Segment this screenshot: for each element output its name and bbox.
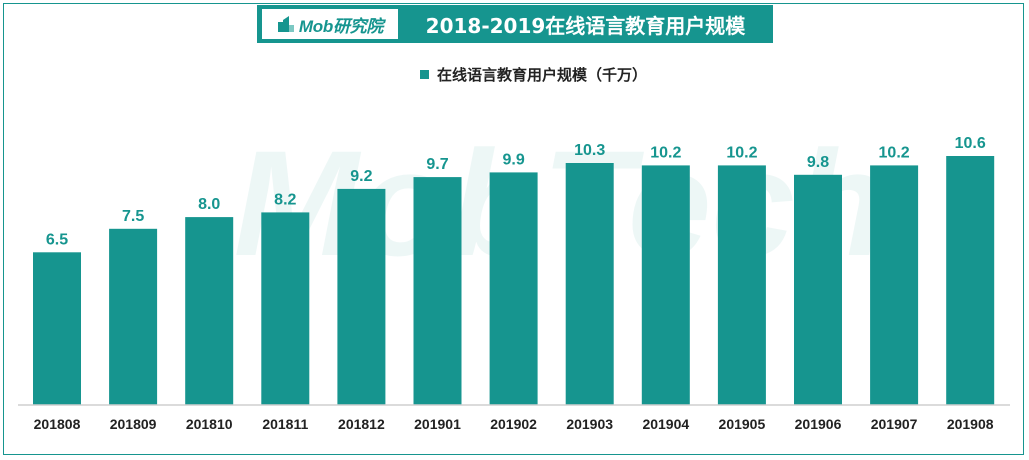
category-labels-group: 201808 201809 201810 201811 201812 201901 2019… <box>34 416 994 432</box>
value-label-201902: 9.9 <box>502 151 524 168</box>
value-label-201907: 10.2 <box>879 144 910 161</box>
value-label-201905: 10.2 <box>726 144 757 161</box>
category-label-201903: 201903 <box>566 416 613 432</box>
category-label-201811: 201811 <box>262 416 308 432</box>
legend-label: 在线语言教育用户规模（千万） <box>437 65 648 84</box>
mob-logo: Mob研究院 <box>262 9 398 39</box>
value-label-201809: 7.5 <box>122 208 144 225</box>
value-label-201811: 8.2 <box>274 191 296 208</box>
value-label-201906: 9.8 <box>807 154 829 171</box>
value-label-201908: 10.6 <box>955 135 986 152</box>
value-label-201903: 10.3 <box>574 142 605 159</box>
title-bar: Mob研究院 2018-2019在线语言教育用户规模 <box>257 5 773 43</box>
category-label-201902: 201902 <box>490 416 537 432</box>
mob-logo-icon <box>277 16 294 32</box>
value-label-201808: 6.5 <box>46 231 68 248</box>
bar-201906 <box>794 174 842 405</box>
bar-201907 <box>870 165 919 405</box>
bars-group <box>33 156 995 405</box>
legend: 在线语言教育用户规模（千万） <box>420 64 647 84</box>
bar-201901 <box>413 177 462 405</box>
bar-201905 <box>717 165 766 405</box>
category-label-201908: 201908 <box>947 416 994 432</box>
value-label-201812: 9.2 <box>350 168 372 185</box>
logo-text: Mob研究院 <box>298 16 384 36</box>
bar-201904 <box>641 165 690 405</box>
bar-201812 <box>337 188 386 405</box>
category-label-201906: 201906 <box>795 416 842 432</box>
bar-201809 <box>109 228 158 405</box>
bar-201908 <box>946 156 995 405</box>
chart-title: 2018-2019在线语言教育用户规模 <box>425 13 746 38</box>
value-labels-group: 6.5 7.5 8.0 8.2 9.2 9.7 9.9 10.3 10.2 10.2 9.8 10.2… <box>46 135 986 248</box>
category-label-201812: 201812 <box>338 416 385 432</box>
category-label-201810: 201810 <box>186 416 233 432</box>
category-label-201905: 201905 <box>719 416 766 432</box>
category-label-201809: 201809 <box>110 416 157 432</box>
category-label-201901: 201901 <box>414 416 461 432</box>
value-label-201810: 8.0 <box>198 196 220 213</box>
watermark-text: MobTech <box>234 119 887 287</box>
value-label-201904: 10.2 <box>650 144 681 161</box>
category-label-201904: 201904 <box>642 416 689 432</box>
bar-201903 <box>565 163 614 405</box>
bar-201810 <box>185 217 234 405</box>
category-label-201808: 201808 <box>34 416 81 432</box>
bar-201811 <box>261 212 310 405</box>
legend-swatch <box>420 69 429 79</box>
bar-201808 <box>33 252 81 405</box>
value-label-201901: 9.7 <box>426 156 448 173</box>
category-label-201907: 201907 <box>871 416 918 432</box>
bar-201902 <box>489 172 538 405</box>
watermark: MobTech <box>234 119 887 287</box>
